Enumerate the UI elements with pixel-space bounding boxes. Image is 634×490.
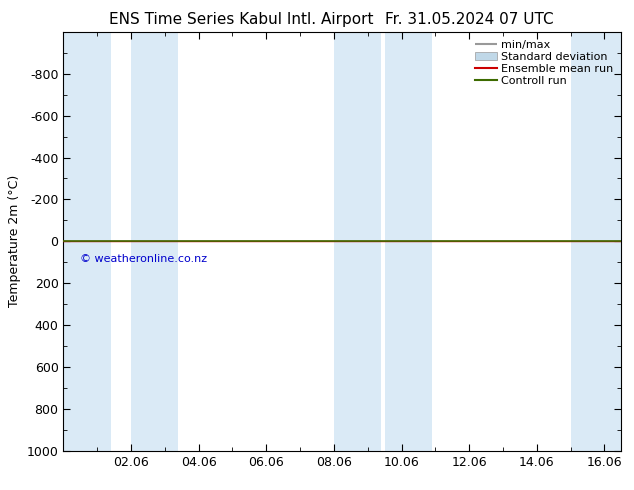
Bar <box>63 32 111 451</box>
Text: ENS Time Series Kabul Intl. Airport: ENS Time Series Kabul Intl. Airport <box>108 12 373 27</box>
Bar <box>131 32 178 451</box>
Y-axis label: Temperature 2m (°C): Temperature 2m (°C) <box>8 175 21 307</box>
Text: Fr. 31.05.2024 07 UTC: Fr. 31.05.2024 07 UTC <box>385 12 553 27</box>
Bar <box>385 32 432 451</box>
Text: © weatheronline.co.nz: © weatheronline.co.nz <box>81 254 207 264</box>
Bar <box>571 32 621 451</box>
Legend: min/max, Standard deviation, Ensemble mean run, Controll run: min/max, Standard deviation, Ensemble me… <box>470 35 618 91</box>
Bar <box>334 32 381 451</box>
